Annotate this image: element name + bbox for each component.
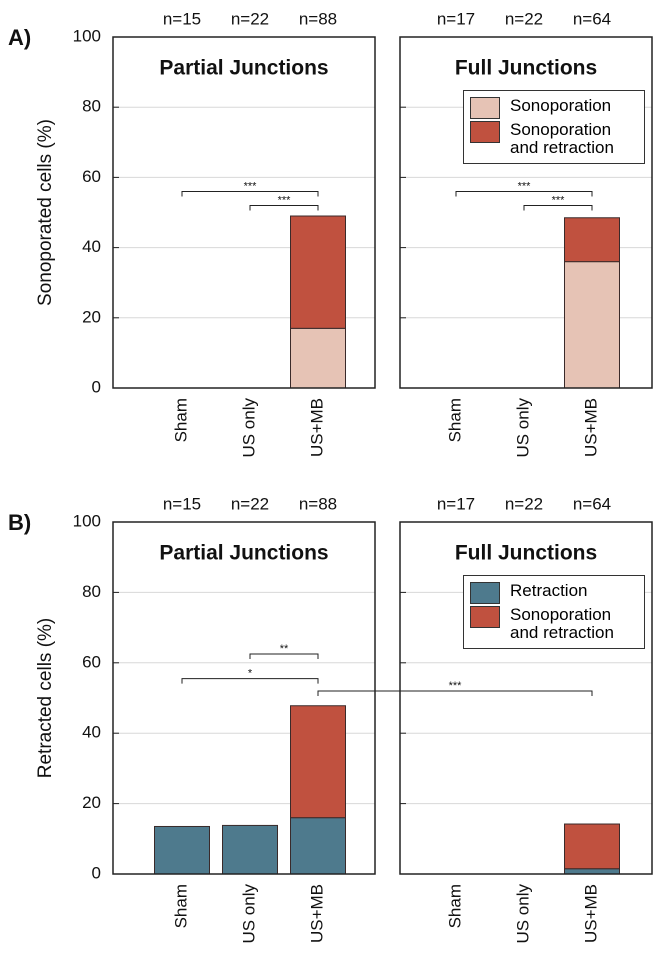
x-tick-label: Sham: [445, 884, 464, 928]
bar-segment: [290, 705, 346, 819]
n-label: n=88: [299, 494, 337, 513]
legend-label: Retraction: [510, 581, 588, 600]
significance-bracket: [249, 204, 319, 211]
legend-swatch: [470, 97, 500, 119]
x-tick-label: US only: [513, 884, 532, 944]
bar-segment: [564, 823, 620, 870]
legend-swatch: [470, 121, 500, 143]
significance-bracket: [181, 190, 319, 197]
x-tick-label: US only: [239, 398, 258, 458]
y-axis-label: Sonoporated cells (%): [35, 119, 56, 306]
y-tick-label: 80: [82, 582, 101, 601]
panel-label: A): [8, 25, 31, 50]
legend-label: Sonoporation and retraction: [510, 120, 614, 157]
n-label: n=22: [505, 494, 543, 513]
x-tick-label: US only: [239, 884, 258, 944]
significance-label: ***: [449, 680, 463, 692]
legend-swatch: [470, 606, 500, 628]
y-tick-label: 60: [82, 652, 101, 671]
panel-title: Full Junctions: [455, 542, 597, 565]
significance-bracket: [523, 204, 593, 211]
y-tick-label: 100: [73, 511, 101, 530]
panel-title: Partial Junctions: [159, 57, 328, 80]
legend-item: Sonoporation and retraction: [470, 121, 638, 157]
x-tick-label: US+MB: [307, 884, 326, 943]
n-label: n=17: [437, 494, 475, 513]
legend: Sonoporation Sonoporation and retraction: [463, 90, 645, 164]
significance-label: *: [248, 668, 253, 680]
n-label: n=64: [573, 494, 611, 513]
n-label: n=15: [163, 9, 201, 28]
y-tick-label: 20: [82, 793, 101, 812]
legend: Retraction Sonoporation and retraction: [463, 575, 645, 649]
y-tick-label: 100: [73, 26, 101, 45]
plot-frame: [399, 521, 653, 875]
significance-bracket: [317, 690, 593, 696]
legend-item: Sonoporation: [470, 97, 638, 119]
n-label: n=22: [231, 494, 269, 513]
legend-item: Retraction: [470, 582, 638, 604]
n-label: n=15: [163, 494, 201, 513]
y-tick-label: 40: [82, 723, 101, 742]
x-tick-label: Sham: [171, 884, 190, 928]
x-tick-label: Sham: [445, 398, 464, 442]
y-tick-label: 40: [82, 237, 101, 256]
bar-segment: [290, 327, 346, 389]
x-tick-label: US+MB: [581, 884, 600, 943]
n-label: n=64: [573, 9, 611, 28]
legend-label: Sonoporation and retraction: [510, 605, 614, 642]
plot-frame: [112, 36, 376, 389]
x-tick-label: US only: [513, 398, 532, 458]
panel-label: B): [8, 510, 31, 535]
significance-bracket: [249, 653, 319, 659]
panel-title: Partial Junctions: [159, 542, 328, 565]
significance-label: ***: [244, 180, 258, 192]
legend-swatch: [470, 582, 500, 604]
significance-label: ***: [518, 180, 532, 192]
significance-label: ***: [552, 194, 566, 206]
n-label: n=88: [299, 9, 337, 28]
x-tick-label: Sham: [171, 398, 190, 442]
y-tick-label: 80: [82, 97, 101, 116]
y-tick-label: 20: [82, 307, 101, 326]
n-label: n=22: [231, 9, 269, 28]
y-tick-label: 0: [92, 863, 101, 882]
n-label: n=22: [505, 9, 543, 28]
legend-label: Sonoporation: [510, 96, 612, 115]
y-tick-label: 60: [82, 167, 101, 186]
plot-frame: [399, 36, 653, 389]
bar-segment: [290, 215, 346, 329]
y-tick-label: 0: [92, 377, 101, 396]
legend-item: Sonoporation and retraction: [470, 606, 638, 642]
significance-label: ***: [278, 194, 292, 206]
significance-bracket: [455, 190, 593, 197]
x-tick-label: US+MB: [307, 398, 326, 457]
bar-segment: [222, 824, 278, 875]
y-axis-label: Retracted cells (%): [35, 618, 56, 779]
panel-title: Full Junctions: [455, 57, 597, 80]
x-tick-label: US+MB: [581, 398, 600, 457]
bar-segment: [154, 825, 210, 875]
bar-segment: [290, 817, 346, 875]
bar-segment: [564, 261, 620, 389]
significance-label: **: [280, 643, 289, 655]
n-label: n=17: [437, 9, 475, 28]
significance-bracket: [181, 678, 319, 684]
bar-segment: [564, 217, 620, 263]
plot-frame: [112, 521, 376, 875]
bar-segment: [564, 868, 620, 875]
